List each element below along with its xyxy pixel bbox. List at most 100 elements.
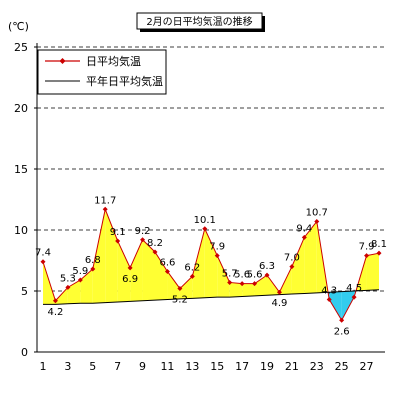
legend: 日平均気温 平年日平均気温: [37, 49, 167, 95]
x-tick-label: 9: [139, 360, 146, 373]
data-label: 9.1: [110, 227, 126, 238]
title-frame: [136, 12, 263, 30]
data-label: 8.2: [147, 238, 163, 249]
fill-above-segment: [304, 221, 317, 294]
series-line-normal: [43, 289, 380, 305]
data-label: 5.6: [234, 270, 250, 281]
fill-above-segment: [105, 209, 118, 303]
fill-above-segment: [366, 253, 379, 291]
legend-label-normal: 平年日平均気温: [86, 74, 163, 88]
data-point: [115, 238, 121, 244]
data-point: [127, 265, 133, 271]
x-tick-label: 19: [260, 360, 274, 373]
x-tick-label: 23: [310, 360, 324, 373]
data-label: 5.3: [60, 273, 76, 284]
data-label: 4.3: [321, 286, 337, 297]
data-label: 7.4: [35, 248, 51, 259]
data-point: [177, 286, 183, 292]
chart-title: 2月の日平均気温の推移: [146, 15, 252, 28]
series-lines: [42, 207, 380, 322]
x-tick-labels: 1 3 5 7 9 11 13 15 17 19 21 23 25 27: [40, 360, 374, 373]
fill-above-segment: [130, 239, 143, 302]
data-point: [252, 281, 258, 287]
axes: [34, 43, 385, 353]
fill-above-segment: [117, 240, 131, 302]
chart-title-box: 2月の日平均気温の推移: [136, 12, 265, 32]
x-tick-label: 3: [64, 360, 71, 373]
data-label: 6.9: [122, 274, 138, 285]
data-label: 5.6: [247, 270, 263, 281]
data-labels: 7.4 4.2 5.35.96.8 11.7 9.1 6.9 9.28.2 6.6 5.2 6.2…: [35, 195, 387, 337]
x-tick-label: 11: [160, 360, 174, 373]
legend-label-daily: 日平均気温: [86, 54, 141, 68]
data-label: 7.0: [284, 253, 300, 264]
data-points: [40, 206, 382, 323]
x-tick-label: 13: [185, 360, 199, 373]
data-label: 2.6: [334, 326, 350, 337]
data-point: [339, 317, 345, 323]
fill-below-segment: [341, 291, 355, 321]
data-point: [102, 206, 108, 212]
data-point: [364, 253, 370, 259]
data-label: 10.7: [306, 207, 328, 218]
data-label: 6.3: [259, 261, 275, 272]
y-tick-labels: 0 5 10 15 20 25: [14, 41, 28, 359]
fill-above-segment: [217, 255, 230, 298]
x-tick-label: 15: [210, 360, 224, 373]
data-label: 7.9: [359, 242, 375, 253]
fill-above-segment: [92, 209, 106, 304]
y-axis-label: (℃): [8, 20, 29, 33]
data-point: [276, 289, 282, 295]
y-tick-label: 10: [14, 224, 28, 237]
fill-above-segment: [229, 282, 243, 298]
data-point: [164, 268, 170, 274]
data-label: 5.2: [172, 295, 188, 306]
data-point: [90, 266, 96, 272]
data-point: [202, 226, 208, 232]
data-label: 6.8: [85, 255, 101, 266]
y-tick-label: 15: [14, 163, 28, 176]
data-point: [351, 294, 357, 300]
fill-below-segment: [329, 291, 342, 321]
data-point: [214, 253, 220, 259]
fill-above-segment: [167, 271, 180, 300]
data-point: [301, 234, 307, 240]
data-point: [152, 249, 158, 255]
data-point: [52, 298, 58, 304]
legend-marker-daily: [59, 58, 66, 64]
x-tick-label: 27: [360, 360, 374, 373]
data-label: 4.2: [47, 307, 63, 318]
data-label: 11.7: [94, 195, 116, 206]
data-point: [264, 272, 270, 278]
data-point: [227, 279, 233, 285]
fill-above-segment: [55, 287, 68, 305]
data-point: [77, 277, 83, 283]
fill-above-segment: [155, 251, 168, 301]
data-label: 4.9: [271, 298, 287, 309]
fill-above-segment: [142, 239, 155, 301]
data-label: 6.2: [184, 262, 200, 273]
fill-above-segment: [291, 237, 305, 295]
legend-frame: [37, 49, 167, 95]
data-point: [140, 237, 146, 243]
fill-areas: [43, 209, 379, 321]
y-tick-label: 20: [14, 102, 28, 115]
data-label: 6.6: [159, 257, 175, 268]
fill-above-segment: [179, 276, 193, 299]
x-tick-label: 25: [335, 360, 349, 373]
x-tick-label: 5: [89, 360, 96, 373]
x-tick-label: 7: [114, 360, 121, 373]
data-point: [289, 264, 295, 270]
x-tick-label: 1: [40, 360, 47, 373]
fill-above-segment: [254, 275, 267, 296]
fill-above-segment: [242, 283, 255, 297]
y-tick-label: 0: [21, 346, 28, 359]
data-point: [376, 250, 382, 256]
data-point: [40, 259, 46, 265]
data-label: 5.9: [72, 266, 88, 277]
y-tick-label: 25: [14, 41, 28, 54]
data-point: [314, 218, 320, 224]
data-label: 4.5: [346, 283, 362, 294]
data-label: 7.9: [209, 242, 225, 253]
data-label: 8.1: [371, 239, 387, 250]
